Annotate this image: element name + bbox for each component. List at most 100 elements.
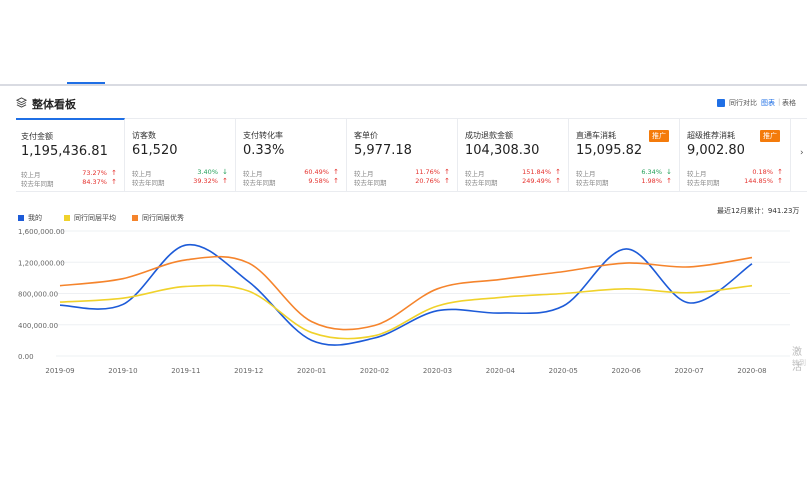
kpi-name: 超级推荐消耗 [687, 131, 735, 140]
series-line [59, 284, 753, 340]
y-tick-label: 1,600,000.00 [18, 228, 65, 236]
yoy-label: 较去年同期 [576, 179, 609, 187]
watermark-text: 激活 [792, 347, 802, 373]
yoy-label: 较去年同期 [354, 179, 387, 187]
chevron-right-icon[interactable]: › [800, 148, 804, 158]
chart-view-link[interactable]: 图表 [761, 99, 775, 107]
kpi-value: 104,308.30 [465, 143, 540, 158]
yoy-value: 144.85% [744, 177, 773, 185]
cumulative-total: 最近12月累计：941.23万 [717, 207, 800, 215]
kpi-name: 成功退款金额 [465, 131, 513, 140]
mom-label: 较上月 [576, 170, 596, 178]
mom-label: 较上月 [21, 171, 41, 179]
arrow-down-icon: ↓ [666, 168, 672, 176]
kpi-card[interactable]: 支付转化率 0.33% 较上月 60.49% ↑ 较去年同期 9.58% ↑ [238, 119, 347, 191]
kpi-card[interactable]: 访客数 61,520 较上月 3.40% ↓ 较去年同期 39.32% ↑ [127, 119, 236, 191]
mom-value: 0.18% [752, 168, 773, 176]
legend-swatch [132, 215, 138, 221]
y-tick-label: 1,200,000.00 [18, 259, 65, 267]
yoy-compare-line: 较去年同期 249.49% ↑ [465, 177, 563, 187]
kpi-name: 直通车消耗 [576, 131, 616, 140]
yoy-compare-line: 较去年同期 39.32% ↑ [132, 177, 230, 187]
kpi-name: 访客数 [132, 131, 156, 140]
legend-label: 同行同层优秀 [142, 214, 184, 222]
arrow-up-icon: ↑ [666, 177, 672, 185]
yoy-value: 20.76% [415, 177, 440, 185]
yoy-label: 较去年同期 [21, 180, 54, 188]
series-line [59, 244, 753, 346]
x-tick-label: 2020-01 [297, 367, 326, 375]
arrow-up-icon: ↑ [444, 177, 450, 185]
kpi-name: 客单价 [354, 131, 378, 140]
yoy-label: 较去年同期 [687, 179, 720, 187]
mom-value: 6.34% [641, 168, 662, 176]
yoy-compare-line: 较去年同期 1.98% ↑ [576, 177, 674, 187]
arrow-up-icon: ↑ [555, 177, 561, 185]
kpi-value: 9,002.80 [687, 143, 745, 158]
kpi-card[interactable]: 支付金额 1,195,436.81 较上月 73.27% ↑ 较去年同期 84.37% ↑ [16, 118, 125, 192]
view-separator: | [778, 98, 781, 106]
kpi-value: 5,977.18 [354, 143, 412, 158]
table-view-link[interactable]: 表格 [782, 99, 796, 107]
kpi-card[interactable]: 成功退款金额 104,308.30 较上月 151.84% ↑ 较去年同期 249.49% ↑ [460, 119, 569, 191]
mom-compare-line: 较上月 60.49% ↑ [243, 168, 341, 178]
yoy-value: 9.58% [308, 177, 329, 185]
yoy-value: 84.37% [82, 178, 107, 186]
watermark-subtext: 转到 [792, 359, 806, 367]
yoy-compare-line: 较去年同期 20.76% ↑ [354, 177, 452, 187]
mom-label: 较上月 [687, 170, 707, 178]
mom-compare-line: 较上月 0.18% ↑ [687, 168, 785, 178]
mom-compare-line: 较上月 3.40% ↓ [132, 168, 230, 178]
kpi-value: 0.33% [243, 143, 285, 158]
promo-badge[interactable]: 推广 [649, 130, 669, 142]
legend-item[interactable]: 我的 [18, 213, 42, 223]
x-tick-label: 2020-05 [549, 367, 578, 375]
mom-value: 151.84% [522, 168, 551, 176]
top-tab-bar [0, 84, 807, 86]
x-tick-label: 2019-11 [171, 367, 200, 375]
x-tick-label: 2020-04 [486, 367, 516, 375]
mom-value: 11.76% [415, 168, 440, 176]
x-tick-label: 2020-06 [612, 367, 642, 375]
yoy-value: 249.49% [522, 177, 551, 185]
arrow-up-icon: ↑ [555, 168, 561, 176]
arrow-up-icon: ↑ [777, 177, 783, 185]
yoy-label: 较去年同期 [243, 179, 276, 187]
mom-compare-line: 较上月 73.27% ↑ [21, 169, 119, 179]
x-tick-label: 2019-12 [234, 367, 263, 375]
mom-compare-line: 较上月 11.76% ↑ [354, 168, 452, 178]
compare-label[interactable]: 同行对比 [729, 99, 757, 107]
mom-label: 较上月 [132, 170, 152, 178]
kpi-card[interactable]: 客单价 5,977.18 较上月 11.76% ↑ 较去年同期 20.76% ↑ [349, 119, 458, 191]
mom-compare-line: 较上月 6.34% ↓ [576, 168, 674, 178]
kpi-row: 支付金额 1,195,436.81 较上月 73.27% ↑ 较去年同期 84.37% ↑ 访客… [16, 118, 807, 192]
active-tab-indicator [67, 82, 105, 84]
kpi-card[interactable]: 直通车消耗 15,095.82 推广较上月 6.34% ↓ 较去年同期 1.98% ↑ [571, 119, 680, 191]
panel-title: 整体看板 [32, 98, 76, 111]
x-tick-label: 2020-02 [360, 367, 389, 375]
y-tick-label: 0.00 [18, 353, 34, 361]
kpi-card[interactable]: 超级推荐消耗 9,002.80 推广较上月 0.18% ↑ 较去年同期 144.85% ↑ [682, 119, 791, 191]
x-tick-label: 2020-07 [674, 367, 703, 375]
arrow-up-icon: ↑ [444, 168, 450, 176]
promo-badge[interactable]: 推广 [760, 130, 780, 142]
x-tick-label: 2020-08 [737, 367, 766, 375]
yoy-compare-line: 较去年同期 144.85% ↑ [687, 177, 785, 187]
yoy-label: 较去年同期 [465, 179, 498, 187]
x-tick-label: 2019-10 [108, 367, 137, 375]
arrow-up-icon: ↑ [111, 178, 117, 186]
mom-value: 60.49% [304, 168, 329, 176]
kpi-value: 15,095.82 [576, 143, 643, 158]
kpi-name: 支付金额 [21, 132, 53, 141]
mom-compare-line: 较上月 151.84% ↑ [465, 168, 563, 178]
mom-label: 较上月 [465, 170, 485, 178]
legend-swatch [64, 215, 70, 221]
compare-checkbox[interactable] [717, 99, 725, 107]
legend-item[interactable]: 同行同层优秀 [132, 213, 184, 223]
series-line [59, 255, 753, 331]
arrow-up-icon: ↑ [777, 168, 783, 176]
legend-item[interactable]: 同行同层平均 [64, 213, 116, 223]
yoy-compare-line: 较去年同期 9.58% ↑ [243, 177, 341, 187]
yoy-label: 较去年同期 [132, 179, 165, 187]
legend-label: 我的 [28, 214, 42, 222]
